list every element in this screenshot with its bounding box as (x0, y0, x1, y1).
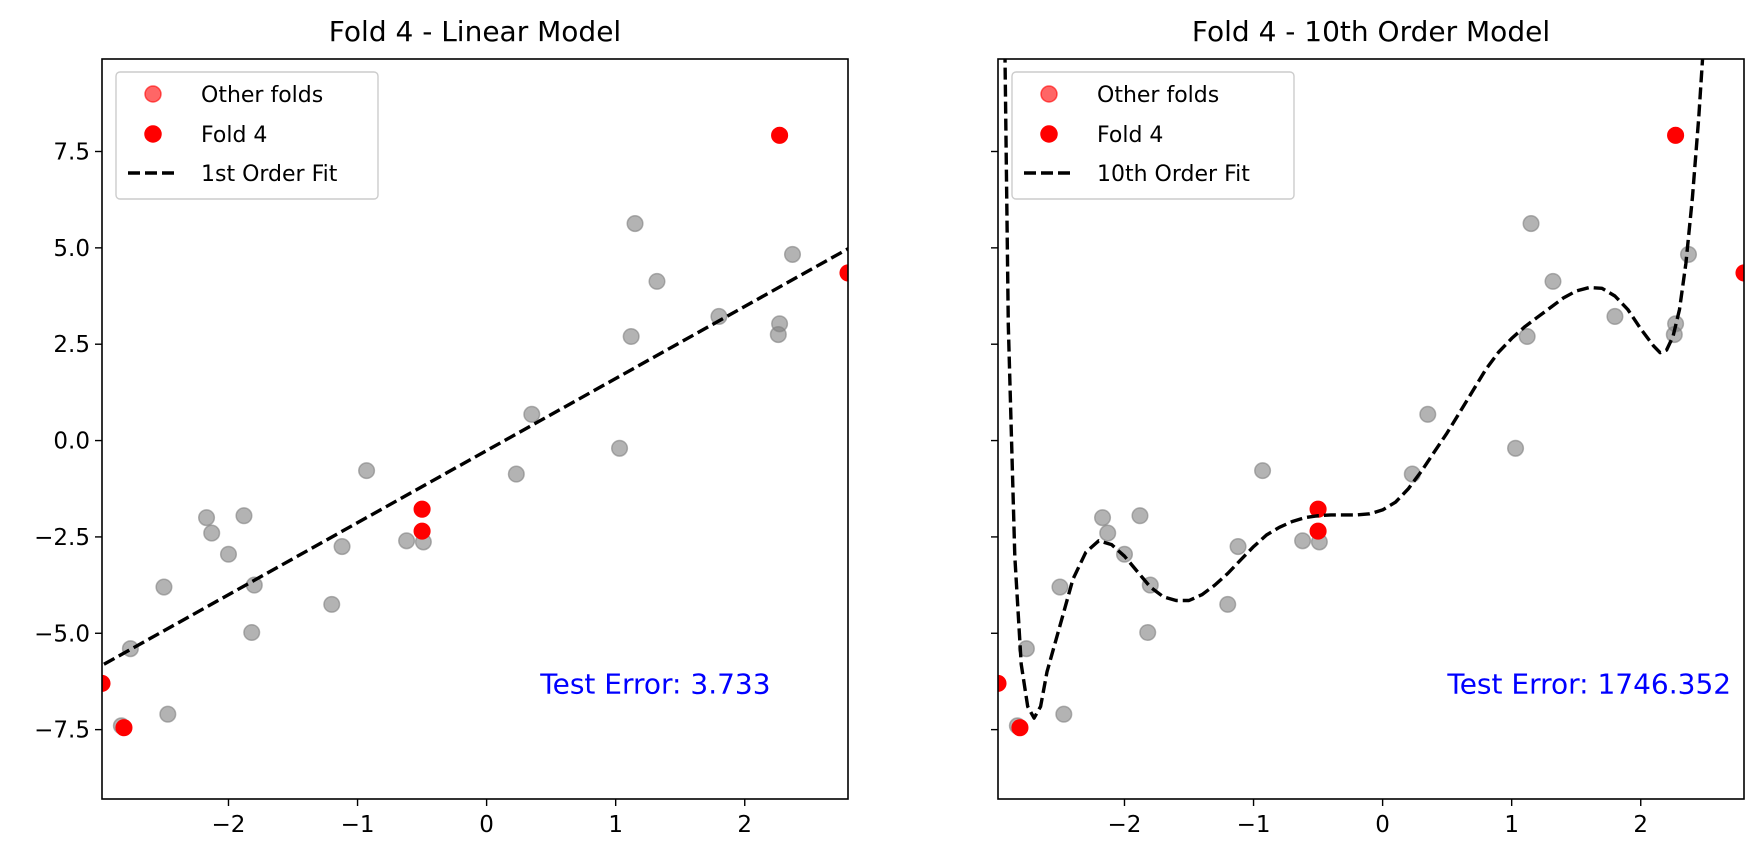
point-other-fold (626, 215, 644, 233)
point-other-fold (1051, 578, 1069, 596)
legend-label-fold-4: Fold 4 (201, 123, 267, 148)
test-error-label: Test Error: 3.733 (539, 667, 770, 700)
point-other-fold (203, 524, 221, 542)
plot-frame (997, 58, 1745, 800)
point-other-fold (398, 532, 416, 550)
legend-box (115, 71, 379, 200)
point-other-fold (1419, 405, 1437, 423)
legend: Other folds Fold 4 1st Order Fit (115, 71, 379, 200)
point-other-fold (507, 465, 525, 483)
point-fold-4 (115, 719, 133, 737)
point-other-fold (1099, 524, 1117, 542)
fit-line (102, 246, 848, 668)
chart-panel-linear: Fold 4 - Linear Model −2 −1 0 1 2 7.5 5.0 2.5 0… (34, 15, 849, 838)
point-fold-4 (1011, 719, 1029, 737)
point-fold-4 (413, 500, 431, 518)
x-tick-label: −1 (1237, 812, 1271, 838)
plot-frame (101, 58, 849, 800)
point-other-fold (648, 272, 666, 290)
legend-label-fit: 10th Order Fit (1097, 162, 1250, 187)
point-other-fold (323, 595, 341, 613)
legend-marker-fold-4 (1040, 125, 1058, 143)
point-other-fold (1522, 215, 1540, 233)
y-tick-label: 0.0 (53, 429, 90, 455)
legend-marker-fold-4 (144, 125, 162, 143)
test-error-label: Test Error: 1746.352 (1446, 667, 1731, 700)
legend-marker-other-folds (144, 85, 162, 103)
point-other-fold (1294, 532, 1312, 550)
y-tick-label: −7.5 (34, 718, 90, 744)
x-tick-label: 1 (1504, 812, 1519, 838)
legend-label-fold-4: Fold 4 (1097, 123, 1163, 148)
point-other-fold (783, 245, 802, 263)
x-tick-label: 0 (479, 812, 494, 838)
fit-curve (1003, 59, 1705, 720)
legend-label-other-folds: Other folds (1097, 83, 1219, 108)
point-other-fold (1507, 439, 1525, 457)
y-tick-label: −5.0 (34, 621, 90, 647)
x-tick-label: 0 (1375, 812, 1390, 838)
point-fold-4 (839, 264, 848, 282)
point-other-fold (358, 462, 376, 480)
point-other-fold (155, 578, 173, 596)
point-other-fold (1219, 595, 1237, 613)
legend-marker-other-folds (1040, 85, 1058, 103)
point-other-fold (159, 705, 177, 723)
point-other-fold (771, 315, 789, 333)
x-tick-label: −1 (341, 812, 375, 838)
point-other-fold (235, 507, 253, 525)
point-other-fold (333, 538, 351, 556)
legend-box (1011, 71, 1295, 200)
point-other-fold (1606, 307, 1624, 326)
legend: Other folds Fold 4 10th Order Fit (1011, 71, 1295, 200)
point-fold-4 (1667, 126, 1685, 144)
point-fold-4 (413, 522, 431, 540)
point-other-fold (1139, 623, 1157, 642)
point-other-fold (1093, 509, 1112, 527)
point-other-fold (523, 405, 541, 423)
x-tick-label: −2 (212, 812, 246, 838)
legend-label-fit: 1st Order Fit (201, 162, 338, 187)
point-other-fold (243, 623, 261, 642)
point-other-fold (1518, 327, 1536, 346)
point-other-fold (1544, 272, 1562, 290)
y-tick-label: 7.5 (53, 140, 90, 166)
point-other-fold (1254, 462, 1272, 480)
x-tick-label: −2 (1108, 812, 1142, 838)
point-fold-4 (1309, 522, 1327, 540)
point-other-fold (1229, 538, 1247, 556)
point-other-fold (1131, 507, 1149, 525)
chart-title: Fold 4 - 10th Order Model (1192, 15, 1550, 48)
point-fold-4 (102, 674, 111, 692)
chart-panel-10th-order: Fold 4 - 10th Order Model −2 −1 0 1 2 Other … (991, 15, 1745, 838)
y-tick-label: −2.5 (34, 525, 90, 551)
y-tick-label: 2.5 (53, 332, 90, 358)
point-other-fold (622, 327, 640, 346)
x-tick-label: 2 (737, 812, 752, 838)
x-tick-label: 2 (1633, 812, 1648, 838)
point-other-fold (611, 439, 629, 457)
chart-title: Fold 4 - Linear Model (329, 15, 621, 48)
point-fold-4 (771, 126, 789, 144)
point-other-fold (219, 545, 238, 563)
y-tick-label: 5.0 (53, 236, 90, 262)
point-other-fold (197, 509, 216, 527)
legend-label-other-folds: Other folds (201, 83, 323, 108)
x-tick-label: 1 (608, 812, 623, 838)
point-other-fold (1055, 705, 1073, 723)
